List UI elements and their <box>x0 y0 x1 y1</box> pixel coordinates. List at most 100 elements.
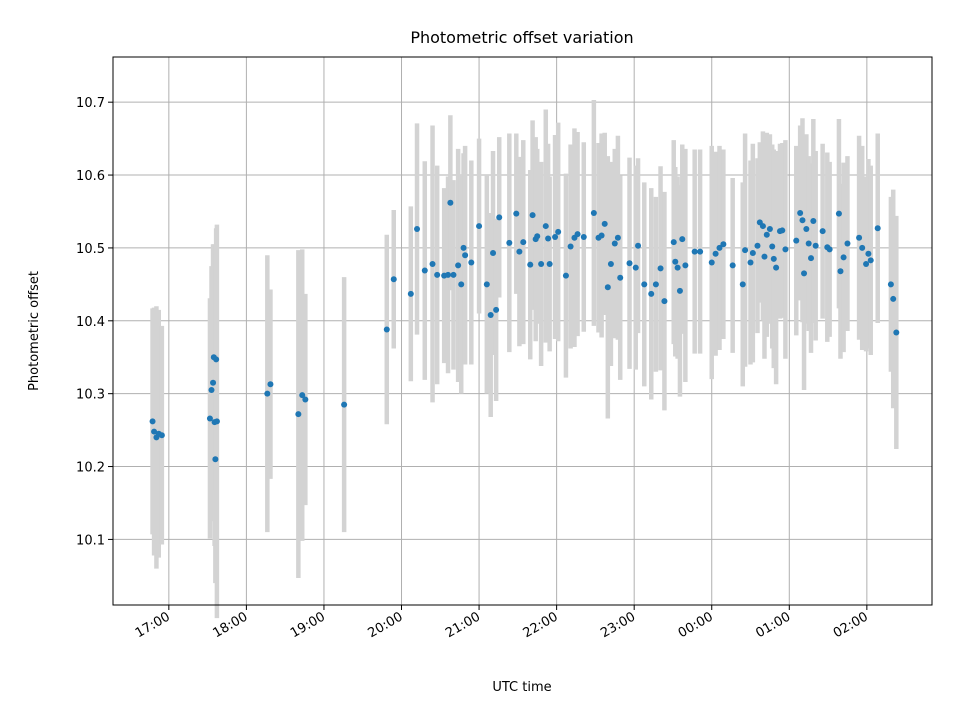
data-point <box>483 281 490 288</box>
data-point <box>212 456 219 463</box>
data-point <box>562 272 569 279</box>
data-point <box>496 214 503 221</box>
data-point <box>759 223 766 230</box>
data-point <box>874 225 881 232</box>
data-point <box>867 257 874 264</box>
data-point <box>769 243 776 250</box>
x-axis-label: UTC time <box>492 680 551 695</box>
y-tick-label: 10.7 <box>76 96 105 111</box>
data-point <box>295 411 302 418</box>
data-point <box>766 225 773 232</box>
data-point <box>213 418 220 425</box>
data-point <box>712 250 719 257</box>
data-point <box>213 356 220 363</box>
data-point <box>455 262 462 269</box>
data-point <box>421 267 428 274</box>
data-point <box>614 234 621 241</box>
data-point <box>210 379 217 386</box>
data-point <box>887 281 894 288</box>
data-point <box>546 260 553 267</box>
data-point <box>652 281 659 288</box>
y-tick-label: 10.3 <box>76 388 105 403</box>
data-point <box>460 244 467 251</box>
y-tick-label: 10.4 <box>76 315 105 330</box>
y-tick-label: 10.6 <box>76 169 105 184</box>
data-point <box>516 248 523 255</box>
data-point <box>462 252 469 259</box>
data-point <box>682 262 689 269</box>
data-point <box>799 217 806 224</box>
data-point <box>670 239 677 246</box>
data-point <box>493 306 500 313</box>
chart-title: Photometric offset variation <box>410 28 633 47</box>
data-point <box>598 232 605 239</box>
data-point <box>808 255 815 262</box>
data-point <box>490 250 497 257</box>
y-axis-label: Photometric offset <box>27 271 42 391</box>
data-point <box>837 268 844 275</box>
y-tick-label: 10.2 <box>76 461 105 476</box>
data-point <box>890 295 897 302</box>
data-point <box>754 242 761 249</box>
data-point <box>779 227 786 234</box>
data-point <box>661 298 668 305</box>
data-point <box>749 250 756 257</box>
data-point <box>810 217 817 224</box>
data-point <box>720 241 727 248</box>
data-point <box>793 237 800 244</box>
data-point <box>590 209 597 216</box>
data-point <box>856 234 863 241</box>
data-point <box>542 223 549 230</box>
data-point <box>773 264 780 271</box>
data-point <box>580 233 587 240</box>
data-point <box>407 290 414 297</box>
data-point <box>434 271 441 278</box>
data-point <box>552 233 559 240</box>
data-point <box>763 231 770 238</box>
data-point <box>468 259 475 266</box>
data-point <box>632 264 639 271</box>
data-point <box>450 271 457 278</box>
data-point <box>206 415 213 422</box>
data-point <box>267 381 274 388</box>
data-point <box>149 418 156 425</box>
data-point <box>414 225 421 232</box>
data-point <box>679 236 686 243</box>
data-point <box>648 290 655 297</box>
data-point <box>529 212 536 219</box>
y-tick-label: 10.1 <box>76 533 105 548</box>
data-point <box>657 265 664 272</box>
data-point <box>672 258 679 265</box>
data-point <box>383 326 390 333</box>
data-point <box>835 210 842 217</box>
y-tick-label: 10.5 <box>76 242 105 257</box>
data-point <box>341 401 348 408</box>
data-point <box>555 228 562 235</box>
data-point <box>747 259 754 266</box>
data-point <box>538 260 545 267</box>
data-point <box>819 228 826 235</box>
data-point <box>729 262 736 269</box>
data-point <box>208 387 215 394</box>
data-point <box>520 239 527 246</box>
y-axis-ticks: 10.1 10.2 10.3 10.4 10.5 10.6 10.7 <box>76 96 113 548</box>
data-point <box>611 240 618 247</box>
data-point <box>697 248 704 255</box>
data-point <box>158 432 165 439</box>
data-point <box>805 240 812 247</box>
data-point <box>674 264 681 271</box>
data-point <box>716 244 723 251</box>
data-point <box>826 246 833 253</box>
data-point <box>893 329 900 336</box>
data-point <box>708 259 715 266</box>
data-point <box>865 250 872 257</box>
data-points <box>149 199 900 463</box>
data-point <box>534 233 541 240</box>
data-point <box>445 271 452 278</box>
data-point <box>739 281 746 288</box>
data-point <box>302 396 309 403</box>
data-point <box>797 209 804 216</box>
data-point <box>863 260 870 267</box>
data-point <box>607 260 614 267</box>
